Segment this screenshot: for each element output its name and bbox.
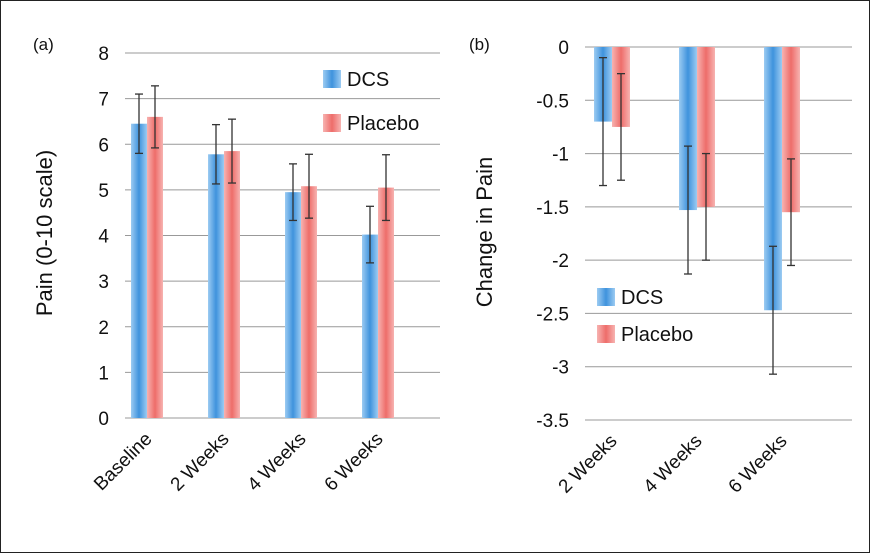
bar-dcs xyxy=(362,234,378,418)
panel-b-label: (b) xyxy=(469,35,490,54)
y-tick-label: -3.5 xyxy=(536,411,569,432)
x-tick-label: 4 Weeks xyxy=(244,429,311,496)
y-tick-label: -1 xyxy=(552,145,569,166)
bar-placebo xyxy=(224,151,240,418)
y-tick-label: 1 xyxy=(98,363,109,384)
panel-b-y-axis-label: Change in Pain xyxy=(472,157,497,307)
x-tick-label: Baseline xyxy=(90,429,156,495)
legend-swatch-dcs xyxy=(323,70,341,88)
x-tick-label: 2 Weeks xyxy=(167,429,234,496)
bar-placebo xyxy=(301,186,317,418)
legend-label-placebo: Placebo xyxy=(621,324,693,346)
y-tick-label: 6 xyxy=(98,135,109,156)
x-tick-label: 4 Weeks xyxy=(640,431,707,498)
panel-b: (b) Change in Pain 0 -0.5 -1 -1.5 -2 -2.5 -3 -3… xyxy=(469,35,852,498)
panel-a-label: (a) xyxy=(33,35,54,54)
legend-label-dcs: DCS xyxy=(347,69,389,91)
y-tick-label: -0.5 xyxy=(536,91,569,112)
y-tick-label: -3 xyxy=(552,358,569,379)
y-tick-label: -2.5 xyxy=(536,304,569,325)
y-tick-label: -1.5 xyxy=(536,198,569,219)
bar-dcs xyxy=(208,154,224,418)
legend-swatch-dcs xyxy=(597,288,615,306)
bar-placebo xyxy=(378,187,394,418)
y-tick-label: 2 xyxy=(98,318,109,339)
legend-swatch-placebo xyxy=(597,325,615,343)
legend-swatch-placebo xyxy=(323,114,341,132)
legend-label-dcs: DCS xyxy=(621,287,663,309)
legend-label-placebo: Placebo xyxy=(347,113,419,135)
y-tick-label: 0 xyxy=(558,38,569,59)
x-tick-label: 2 Weeks xyxy=(555,431,622,498)
bar-placebo xyxy=(782,47,800,213)
panel-a: (a) Pain (0-10 scale) 0 1 2 3 4 5 6 7 8 Baseline 2… xyxy=(32,35,440,496)
bar-dcs xyxy=(679,47,697,211)
bar-dcs xyxy=(285,192,301,418)
bar-placebo xyxy=(147,116,163,418)
bar-placebo xyxy=(697,47,715,207)
panel-a-y-axis-label: Pain (0-10 scale) xyxy=(32,150,57,316)
bar-dcs xyxy=(131,123,147,418)
x-tick-label: 6 Weeks xyxy=(725,431,792,498)
bar-dcs xyxy=(764,47,782,311)
y-tick-label: 8 xyxy=(98,44,109,65)
x-tick-label: 6 Weeks xyxy=(321,429,388,496)
y-tick-label: -2 xyxy=(552,251,569,272)
y-tick-label: 3 xyxy=(98,272,109,293)
y-tick-label: 5 xyxy=(98,181,109,202)
y-tick-label: 7 xyxy=(98,90,109,111)
y-tick-label: 0 xyxy=(98,409,109,430)
y-tick-label: 4 xyxy=(98,227,109,248)
